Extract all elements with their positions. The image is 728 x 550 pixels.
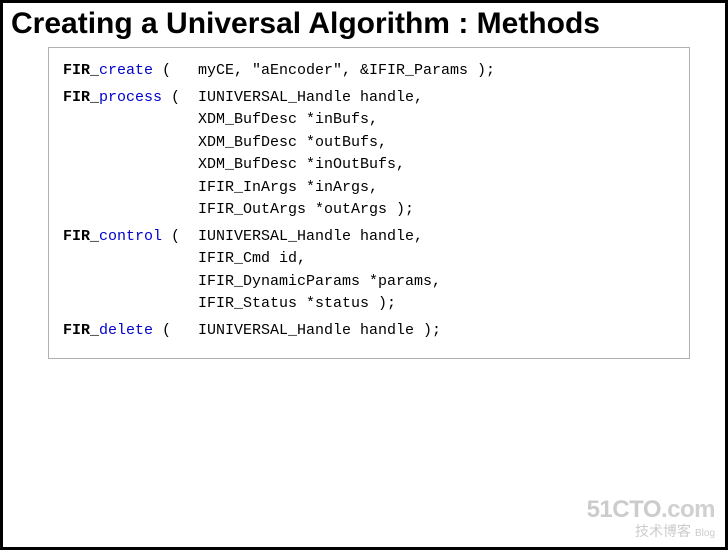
fir-prefix: FIR_ [63,322,99,339]
method-label: FIR_process ( [63,87,198,110]
paren: ( [162,228,180,245]
watermark-sub-right: Blog [695,528,715,539]
paren: ( [153,322,171,339]
method-process: FIR_process ( IUNIVERSAL_Handle handle, … [63,87,675,222]
method-params: IUNIVERSAL_Handle handle, IFIR_Cmd id, I… [198,226,441,316]
method-label: FIR_control ( [63,226,198,249]
method-params: myCE, "aEncoder", &IFIR_Params ); [198,60,495,83]
method-label: FIR_delete ( [63,320,198,343]
fir-prefix: FIR_ [63,62,99,79]
method-control: FIR_control ( IUNIVERSAL_Handle handle, … [63,226,675,316]
fir-prefix: FIR_ [63,89,99,106]
method-name: control [99,228,162,245]
method-label: FIR_create ( [63,60,198,83]
watermark-main-right: .com [661,496,715,523]
method-name: process [99,89,162,106]
method-name: create [99,62,153,79]
method-create: FIR_create ( myCE, "aEncoder", &IFIR_Par… [63,60,675,83]
page-title: Creating a Universal Algorithm : Methods [3,3,725,47]
method-delete: FIR_delete ( IUNIVERSAL_Handle handle ); [63,320,675,343]
method-name: delete [99,322,153,339]
method-params: IUNIVERSAL_Handle handle ); [198,320,441,343]
watermark-sub: 技术博客 Blog [587,524,715,539]
fir-prefix: FIR_ [63,228,99,245]
method-params: IUNIVERSAL_Handle handle, XDM_BufDesc *i… [198,87,423,222]
paren: ( [162,89,180,106]
code-box: FIR_create ( myCE, "aEncoder", &IFIR_Par… [48,47,690,359]
watermark: 51CTO.com 技术博客 Blog [587,497,715,539]
watermark-main-left: 51CTO [587,496,661,523]
paren: ( [153,62,171,79]
watermark-main: 51CTO.com [587,497,715,523]
watermark-sub-left: 技术博客 [635,523,691,539]
